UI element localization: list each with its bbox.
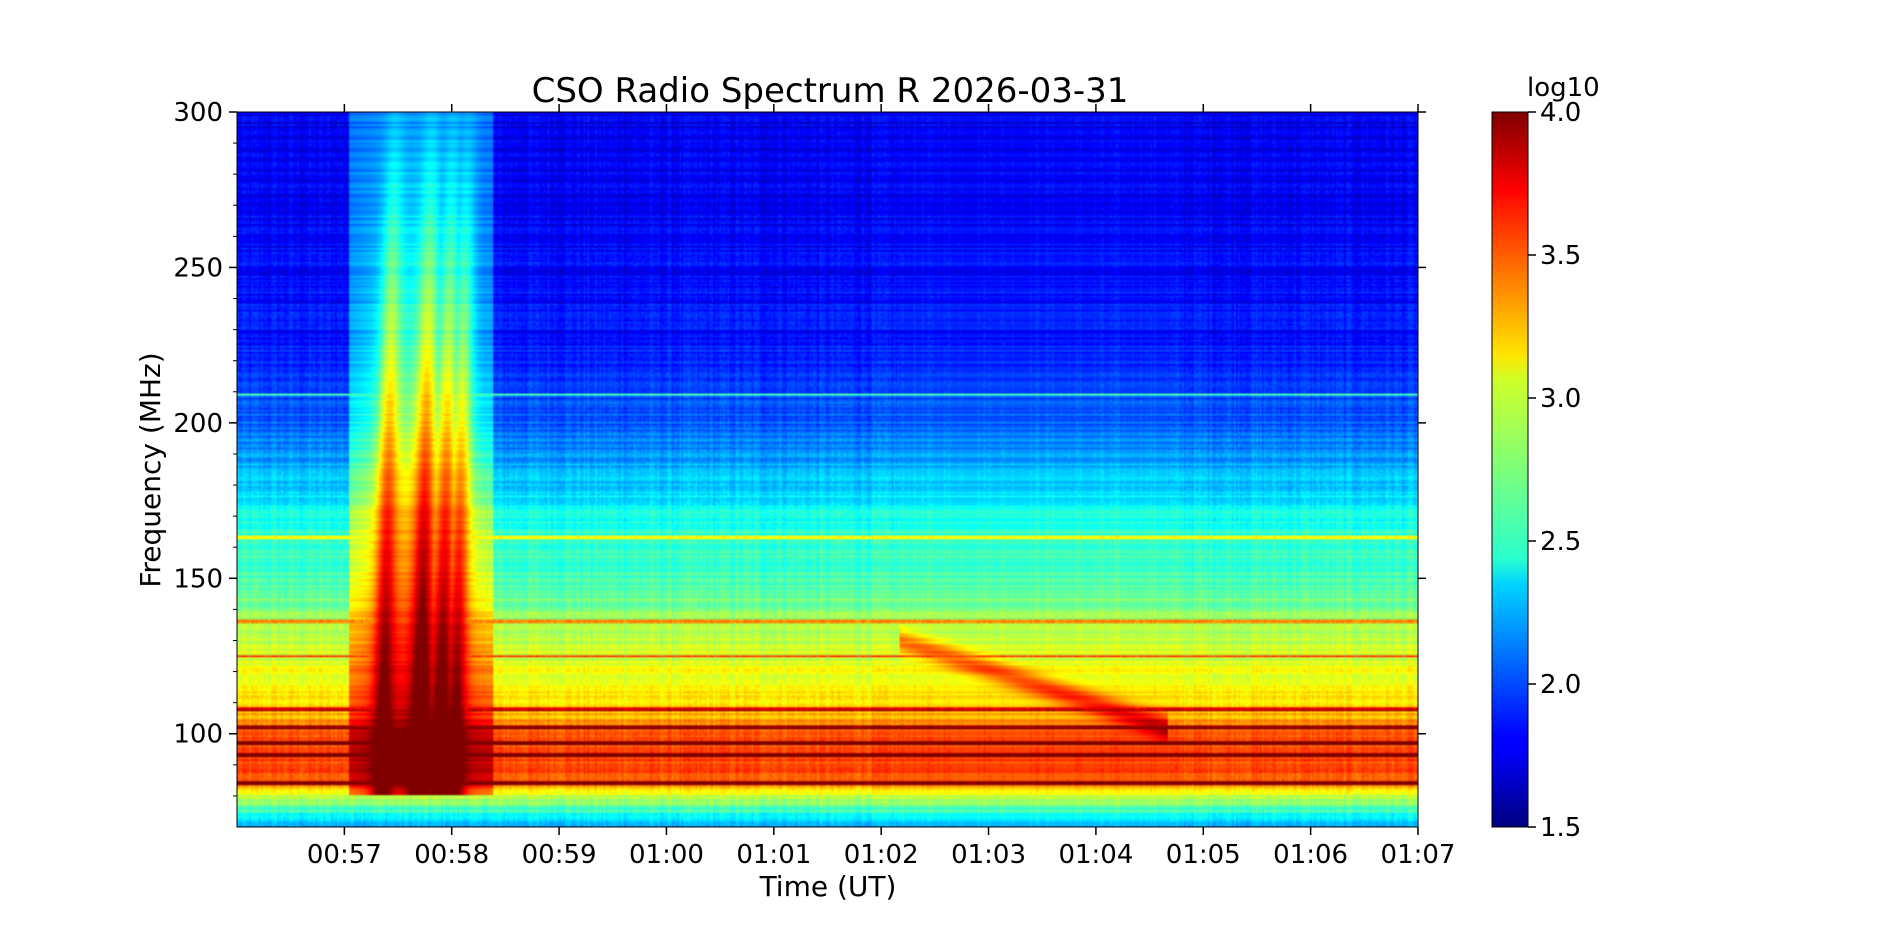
spectrogram-image: [237, 112, 1418, 827]
colorbar-tick-label: 3.0: [1540, 384, 1581, 414]
colorbar-label: log10: [1527, 73, 1600, 103]
y-tick-label: 150: [173, 564, 223, 594]
x-tick-label: 01:00: [629, 840, 704, 870]
colorbar-tick-label: 2.0: [1540, 670, 1581, 700]
x-tick-label: 01:02: [844, 840, 919, 870]
x-tick-label: 01:04: [1058, 840, 1133, 870]
y-tick-label: 300: [173, 98, 223, 128]
colorbar-tick-label: 4.0: [1540, 98, 1581, 128]
y-tick-label: 250: [173, 253, 223, 283]
colorbar: log10 1.5 2.0 2.5 3.0 3.5 4.0: [1491, 73, 1600, 843]
x-tick-label: 00:58: [414, 840, 489, 870]
y-tick-label: 100: [173, 720, 223, 750]
chart-title: CSO Radio Spectrum R 2026-03-31: [532, 71, 1129, 111]
x-tick-label: 00:57: [307, 840, 382, 870]
colorbar-tick-label: 1.5: [1540, 813, 1581, 843]
y-axis: 100 150 200 250 300: [173, 98, 1426, 797]
colorbar-ticks: 1.5 2.0 2.5 3.0 3.5 4.0: [1528, 98, 1581, 843]
x-axis: 00:57 00:58 00:59 01:00 01:01 01:02 01:03 01:04…: [307, 104, 1456, 870]
x-tick-label: 00:59: [522, 840, 597, 870]
x-tick-label: 01:07: [1381, 840, 1456, 870]
x-tick-label: 01:05: [1166, 840, 1241, 870]
y-tick-label: 200: [173, 409, 223, 439]
x-axis-label: Time (UT): [759, 870, 897, 903]
x-tick-label: 01:03: [951, 840, 1026, 870]
x-tick-label: 01:06: [1273, 840, 1348, 870]
colorbar-tick-label: 3.5: [1540, 241, 1581, 271]
colorbar-gradient: [1491, 111, 1529, 828]
x-tick-label: 01:01: [736, 840, 811, 870]
spectrogram-plot: 00:57 00:58 00:59 01:00 01:01 01:02 01:03 01:04…: [173, 98, 1455, 870]
y-axis-label: Frequency (MHz): [134, 352, 167, 587]
colorbar-tick-label: 2.5: [1540, 527, 1581, 557]
plot-frame: [236, 111, 1419, 828]
